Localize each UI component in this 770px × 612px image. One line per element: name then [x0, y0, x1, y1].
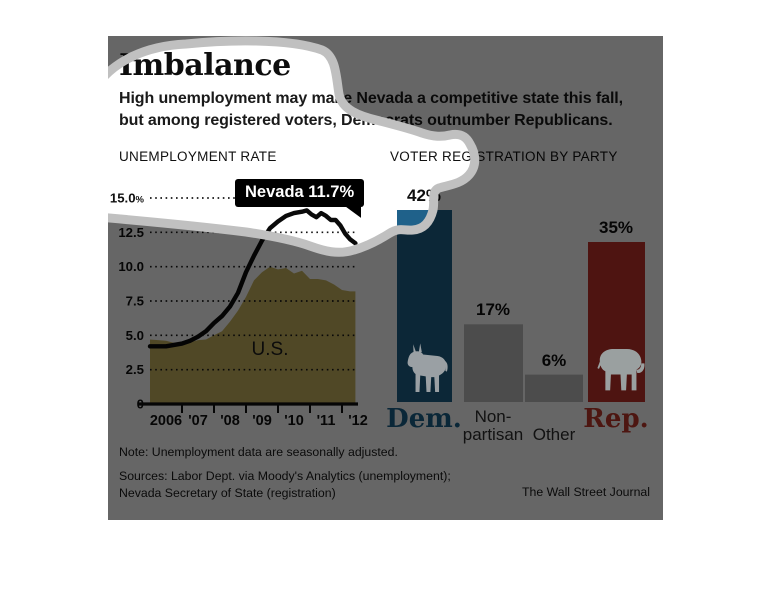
graphic-title: Imbalance: [119, 48, 291, 83]
nevada-callout: Nevada 11.7%: [235, 179, 365, 218]
sources-line-1: Sources: Labor Dept. via Moody's Analyti…: [119, 469, 451, 483]
x-axis-label: '11: [317, 413, 336, 429]
x-axis-label: '08: [220, 413, 240, 429]
bar-non-partisan: [464, 324, 523, 402]
y-axis-label: 5.0: [126, 328, 144, 343]
y-axis-label: 10.0: [118, 259, 144, 274]
y-axis-label: 15.0%: [110, 191, 145, 206]
x-axis-label: '07: [188, 413, 208, 429]
republican-elephant-icon: [597, 348, 645, 391]
right-chart-heading: VOTER REGISTRATION BY PARTY: [390, 149, 618, 164]
us-area-label: U.S.: [251, 339, 289, 360]
subtitle-line-1: High unemployment may make Nevada a comp…: [119, 90, 623, 107]
left-chart-heading: UNEMPLOYMENT RATE: [119, 149, 277, 164]
bar-value-nonpartisan: 17%: [475, 300, 511, 319]
y-axis-label: 7.5: [126, 294, 144, 309]
nevada-callout-text: Nevada 11.7%: [245, 183, 355, 201]
democrat-donkey-icon: [407, 343, 448, 392]
x-axis-label: '12: [348, 413, 368, 429]
bar-other: [525, 374, 583, 402]
sources: Sources: Labor Dept. via Moody's Analyti…: [119, 468, 451, 501]
wsj-credit: The Wall Street Journal: [521, 485, 650, 499]
sources-line-2: Nevada Secretary of State (registration): [119, 485, 336, 500]
nonpartisan-line-1: Non-: [474, 407, 512, 426]
x-axis-label: '10: [284, 413, 304, 429]
subtitle-line-2: but among registered voters, Democrats o…: [119, 112, 613, 129]
us-area-series: [150, 266, 356, 404]
y-axis-label: 12.5: [118, 225, 144, 240]
y-axis-label: 0: [137, 397, 144, 412]
category-label-rep: Rep.: [583, 404, 649, 434]
bar-value-rep: 35%: [598, 218, 634, 237]
x-axis-label: 2006: [150, 413, 182, 429]
wsj-graphic-panel: 0 2.5 5.0 7.5 10.0 12.5 15.0% 2006 '07 '08 '09 '10 '…: [108, 36, 663, 520]
y-axis-label: 2.5: [126, 362, 144, 377]
bar-value-other: 6%: [541, 351, 567, 370]
bar-value-dem: 42%: [406, 186, 442, 205]
footnote: Note: Unemployment data are seasonally a…: [119, 445, 398, 459]
x-axis-label: '09: [252, 413, 272, 429]
